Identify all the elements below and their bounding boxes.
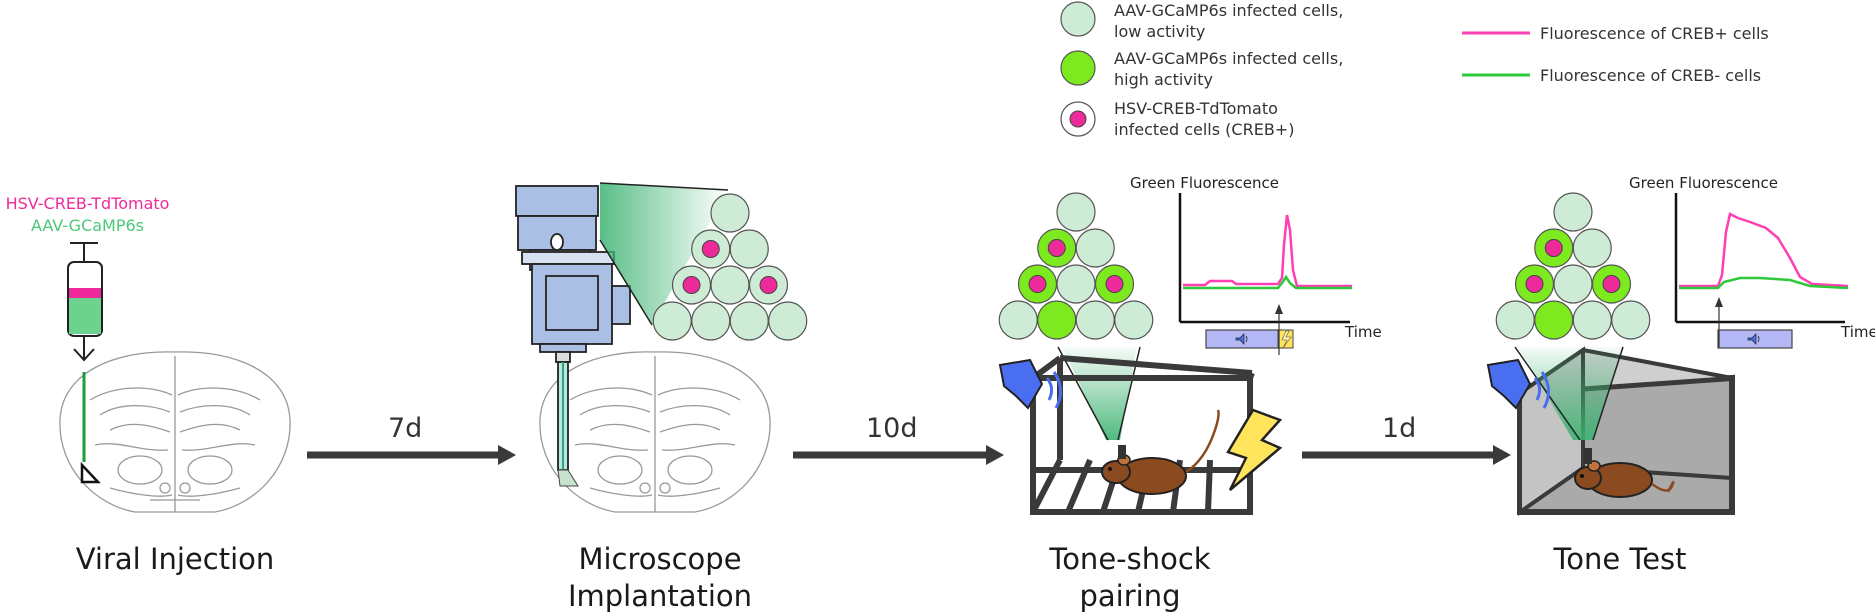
low-activity-cell (1572, 228, 1612, 268)
trace-creb-minus-test (1679, 276, 1849, 290)
legend-item-creb: HSV-CREB-TdTomato infected cells (CREB+) (1114, 98, 1294, 140)
legend-high-line1: AAV-GCaMP6s infected cells, (1114, 49, 1344, 68)
plot-test-title: Green Fluorescence (1629, 174, 1779, 192)
plot-shock (1178, 193, 1352, 355)
imaging-beam-test (1518, 347, 1622, 440)
syringe (67, 242, 103, 362)
cell-cluster-implant (652, 193, 808, 341)
legend-low-line1: AAV-GCaMP6s infected cells, (1114, 1, 1344, 20)
mouse-shock (1101, 409, 1220, 495)
brain-section-1 (59, 351, 291, 513)
high-activity-cell (1534, 300, 1574, 340)
trace-creb-plus-test (1679, 212, 1849, 288)
high-activity-cell (1037, 300, 1077, 340)
plot-test-xlabel: Time (1841, 323, 1875, 341)
creb-nucleus (701, 240, 720, 258)
low-activity-cell (1056, 264, 1096, 304)
zoom-beam (600, 183, 728, 325)
arrow-10d (793, 445, 1004, 465)
brain-section-2 (539, 351, 771, 513)
low-activity-cell (652, 301, 692, 341)
legend-creb-line1: HSV-CREB-TdTomato (1114, 99, 1278, 118)
low-activity-cell (1056, 192, 1096, 232)
creb-nucleus (1028, 275, 1047, 293)
low-activity-cell (1495, 300, 1535, 340)
low-activity-cell (729, 229, 769, 269)
injection-label-aav: AAV-GCaMP6s (30, 216, 145, 235)
stage2-line2: Implantation (567, 579, 753, 613)
mouse-test (1574, 448, 1675, 498)
injection-label-hsv: HSV-CREB-TdTomato (5, 194, 170, 213)
low-activity-cell (710, 265, 750, 305)
arrow-label-10d: 10d (866, 413, 918, 444)
miniscope (515, 185, 631, 487)
legend-line-creb-minus: Fluorescence of CREB- cells (1540, 66, 1762, 85)
plot-shock-title: Green Fluorescence (1130, 174, 1280, 192)
stage-label-tone-test: Tone Test (1490, 541, 1750, 578)
imaging-beam-shock (1062, 347, 1137, 440)
trace-creb-plus-shock (1183, 214, 1352, 288)
low-activity-cell (691, 301, 731, 341)
arrow-1d (1302, 445, 1511, 465)
stage1-text: Viral Injection (75, 542, 275, 576)
plot-shock-xlabel: Time (1345, 323, 1382, 341)
legend-high-line2: high activity (1114, 70, 1213, 89)
low-activity-cell (1553, 192, 1593, 232)
plot-test (1674, 193, 1849, 349)
low-activity-cell (768, 301, 808, 341)
stage2-line1: Microscope (578, 542, 742, 576)
stage-label-tone-shock: Tone-shock pairing (1000, 541, 1260, 615)
arrow-7d (307, 445, 516, 465)
low-activity-cell (1572, 300, 1612, 340)
creb-nucleus (1544, 239, 1563, 257)
shock-bolt-icon (1226, 408, 1283, 491)
legend-high-activity-cell (1060, 50, 1096, 86)
creb-nucleus (682, 276, 701, 294)
low-activity-cell (710, 193, 750, 233)
low-activity-cell (1553, 264, 1593, 304)
creb-nucleus (1105, 275, 1124, 293)
stage3-line2: pairing (1079, 579, 1181, 613)
low-activity-cell (1075, 228, 1115, 268)
low-activity-cell (1114, 300, 1154, 340)
cell-cluster-shock (998, 192, 1154, 340)
speaker-icon-test (1486, 358, 1550, 410)
legend-creb-line2: infected cells (CREB+) (1114, 120, 1295, 139)
low-activity-cell (998, 300, 1038, 340)
legend-creb-cell-nucleus (1069, 110, 1087, 128)
legend-markers (1060, 1, 1530, 137)
cell-cluster-test (1495, 192, 1651, 340)
stage4-text: Tone Test (1553, 542, 1687, 576)
low-activity-cell (729, 301, 769, 341)
speaker-icon-shock (998, 358, 1062, 410)
injection-site (80, 461, 101, 484)
creb-nucleus (1602, 275, 1621, 293)
creb-nucleus (759, 276, 778, 294)
legend-low-activity-cell (1060, 1, 1096, 37)
arrow-label-1d: 1d (1382, 413, 1417, 444)
arrow-label-7d: 7d (388, 413, 423, 444)
stage3-line1: Tone-shock (1049, 542, 1211, 576)
legend-low-line2: low activity (1114, 22, 1206, 41)
legend-item-low-activity: AAV-GCaMP6s infected cells, low activity (1114, 0, 1343, 42)
stage-label-microscope-implantation: Microscope Implantation (520, 541, 800, 615)
low-activity-cell (1611, 300, 1651, 340)
trace-creb-minus-shock (1183, 274, 1352, 290)
legend-item-high-activity: AAV-GCaMP6s infected cells, high activit… (1114, 48, 1343, 90)
creb-nucleus (1525, 275, 1544, 293)
creb-nucleus (1047, 239, 1066, 257)
stage-label-viral-injection: Viral Injection (40, 541, 310, 578)
legend-line-creb-plus: Fluorescence of CREB+ cells (1540, 24, 1769, 43)
low-activity-cell (1075, 300, 1115, 340)
